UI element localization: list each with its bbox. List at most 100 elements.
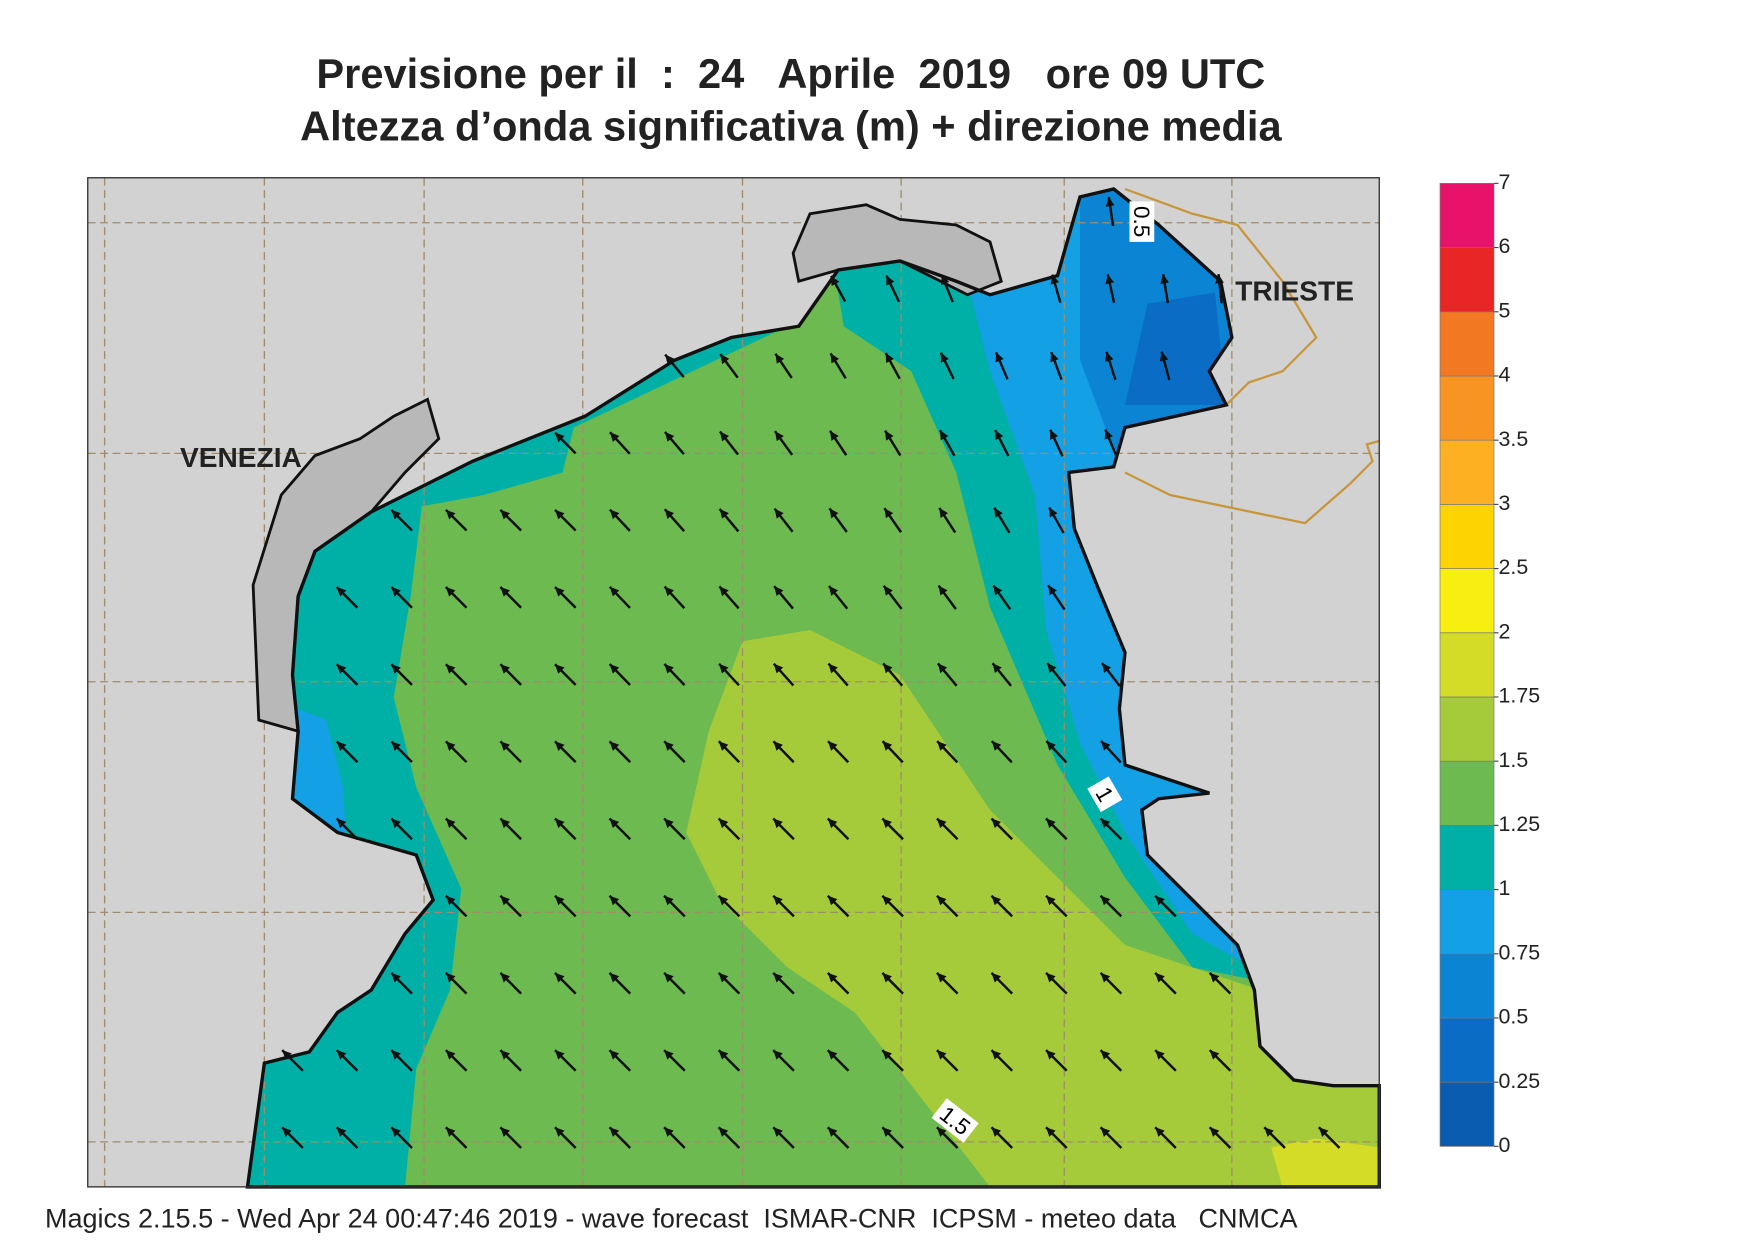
arrow-head (609, 972, 620, 983)
arrow-head (938, 585, 948, 596)
colorbar-tick-label: 5 (1499, 298, 1511, 322)
arrow-head (445, 818, 456, 829)
arrow-head (719, 431, 730, 442)
arrow-head (991, 741, 1002, 751)
arrow-head (936, 1050, 947, 1060)
arrow-head (445, 1127, 456, 1137)
arrow-head (1100, 1127, 1111, 1137)
arrow-head (991, 1050, 1002, 1060)
arrow-head (883, 663, 893, 674)
colorbar-tick-label: 0 (1499, 1133, 1511, 1157)
arrow-head (827, 1127, 838, 1137)
arrow-head (609, 586, 620, 597)
colorbar-tick-label: 1.5 (1499, 748, 1529, 772)
arrow-head (665, 354, 675, 365)
arrow-head (936, 895, 947, 906)
arrow-head (1050, 352, 1059, 363)
contour-label-text: 0.5 (1129, 206, 1154, 237)
arrow-head (554, 741, 565, 751)
arrow-head (1155, 1127, 1165, 1137)
arrow-head (1105, 351, 1114, 362)
arrow-head (500, 818, 510, 829)
contour-label-bg (1129, 201, 1155, 242)
arrow-head (664, 586, 674, 597)
arrow-head (336, 1050, 347, 1060)
arrow-head (391, 587, 401, 597)
arrow-head (391, 1127, 401, 1137)
arrow-head (1215, 274, 1224, 284)
arrow-head (554, 972, 565, 983)
arrow-head (282, 1127, 292, 1137)
arrow-head (1050, 429, 1059, 440)
arrow-head (773, 972, 783, 983)
arrow-head (718, 741, 729, 751)
arrow-head (445, 741, 456, 751)
arrow-head (774, 586, 784, 596)
arrow-head (718, 1050, 729, 1060)
contour-label: 0.5 (1129, 201, 1155, 242)
arrow-head (940, 352, 949, 363)
contour-label: 1 (1087, 776, 1123, 813)
arrow-head (664, 818, 674, 829)
colorbar-segment (1439, 439, 1495, 505)
arrow-head (936, 818, 947, 829)
arrow-head (664, 663, 674, 674)
arrow-head (1049, 507, 1058, 518)
arrow-head (1100, 818, 1111, 829)
arrow-head (664, 509, 675, 519)
arrow-head (1159, 351, 1169, 362)
arrow-head (1104, 429, 1113, 440)
arrow-head (720, 354, 730, 365)
arrow-head (500, 741, 510, 751)
arrow-head (829, 508, 839, 519)
arrow-head (1105, 274, 1115, 285)
arrow-head (991, 1127, 1002, 1137)
colorbar-segment (1439, 1017, 1495, 1083)
arrow-head (609, 1127, 620, 1137)
arrow-head (1209, 1127, 1220, 1137)
arrow-head (445, 1050, 456, 1060)
arrow-head (941, 275, 950, 286)
arrow-head (336, 664, 347, 674)
map-frame (87, 177, 1380, 1188)
arrow-head (719, 508, 729, 519)
arrow-head (391, 741, 401, 751)
arrow-head (886, 275, 895, 286)
arrow-head (991, 895, 1002, 906)
arrow-head (500, 895, 510, 906)
arrow-head (1046, 818, 1056, 829)
arrow-head (1046, 895, 1056, 906)
wave-height-region (686, 630, 1380, 1187)
arrow-head (609, 664, 620, 674)
arrow-head (664, 431, 675, 442)
arrow-head (1046, 1050, 1056, 1060)
arrow-head (1100, 972, 1111, 983)
arrow-head (1046, 741, 1056, 751)
arrow-head (995, 352, 1004, 363)
arrow-head (828, 585, 839, 596)
arrow-head (719, 586, 729, 597)
colorbar-tick-label: 2 (1499, 619, 1511, 643)
title-line-2: Altezza d’onda significativa (m) + direz… (300, 103, 1282, 150)
arrow-head (718, 895, 729, 906)
arrow-head (445, 587, 456, 597)
arrow-head (992, 663, 1002, 674)
contour-label-bg (1087, 776, 1123, 813)
arrow-head (884, 508, 894, 519)
arrow-head (885, 352, 894, 364)
colorbar-tick-label: 1.75 (1499, 684, 1541, 708)
colorbar-tick-label: 0.5 (1499, 1005, 1529, 1029)
colorbar-tick-label: 6 (1499, 234, 1511, 258)
arrow-head (391, 509, 401, 520)
arrow-head (391, 1050, 401, 1060)
wave-direction-arrows (281, 196, 1341, 1149)
arrow-head (1046, 972, 1056, 983)
arrow-head (1105, 197, 1115, 207)
wave-height-region (1125, 292, 1227, 405)
arrow-head (664, 1050, 674, 1060)
colorbar-segment (1439, 825, 1495, 890)
wave-height-region (1271, 1138, 1380, 1187)
arrow-head (336, 741, 347, 751)
colorbar-segment (1439, 247, 1495, 313)
